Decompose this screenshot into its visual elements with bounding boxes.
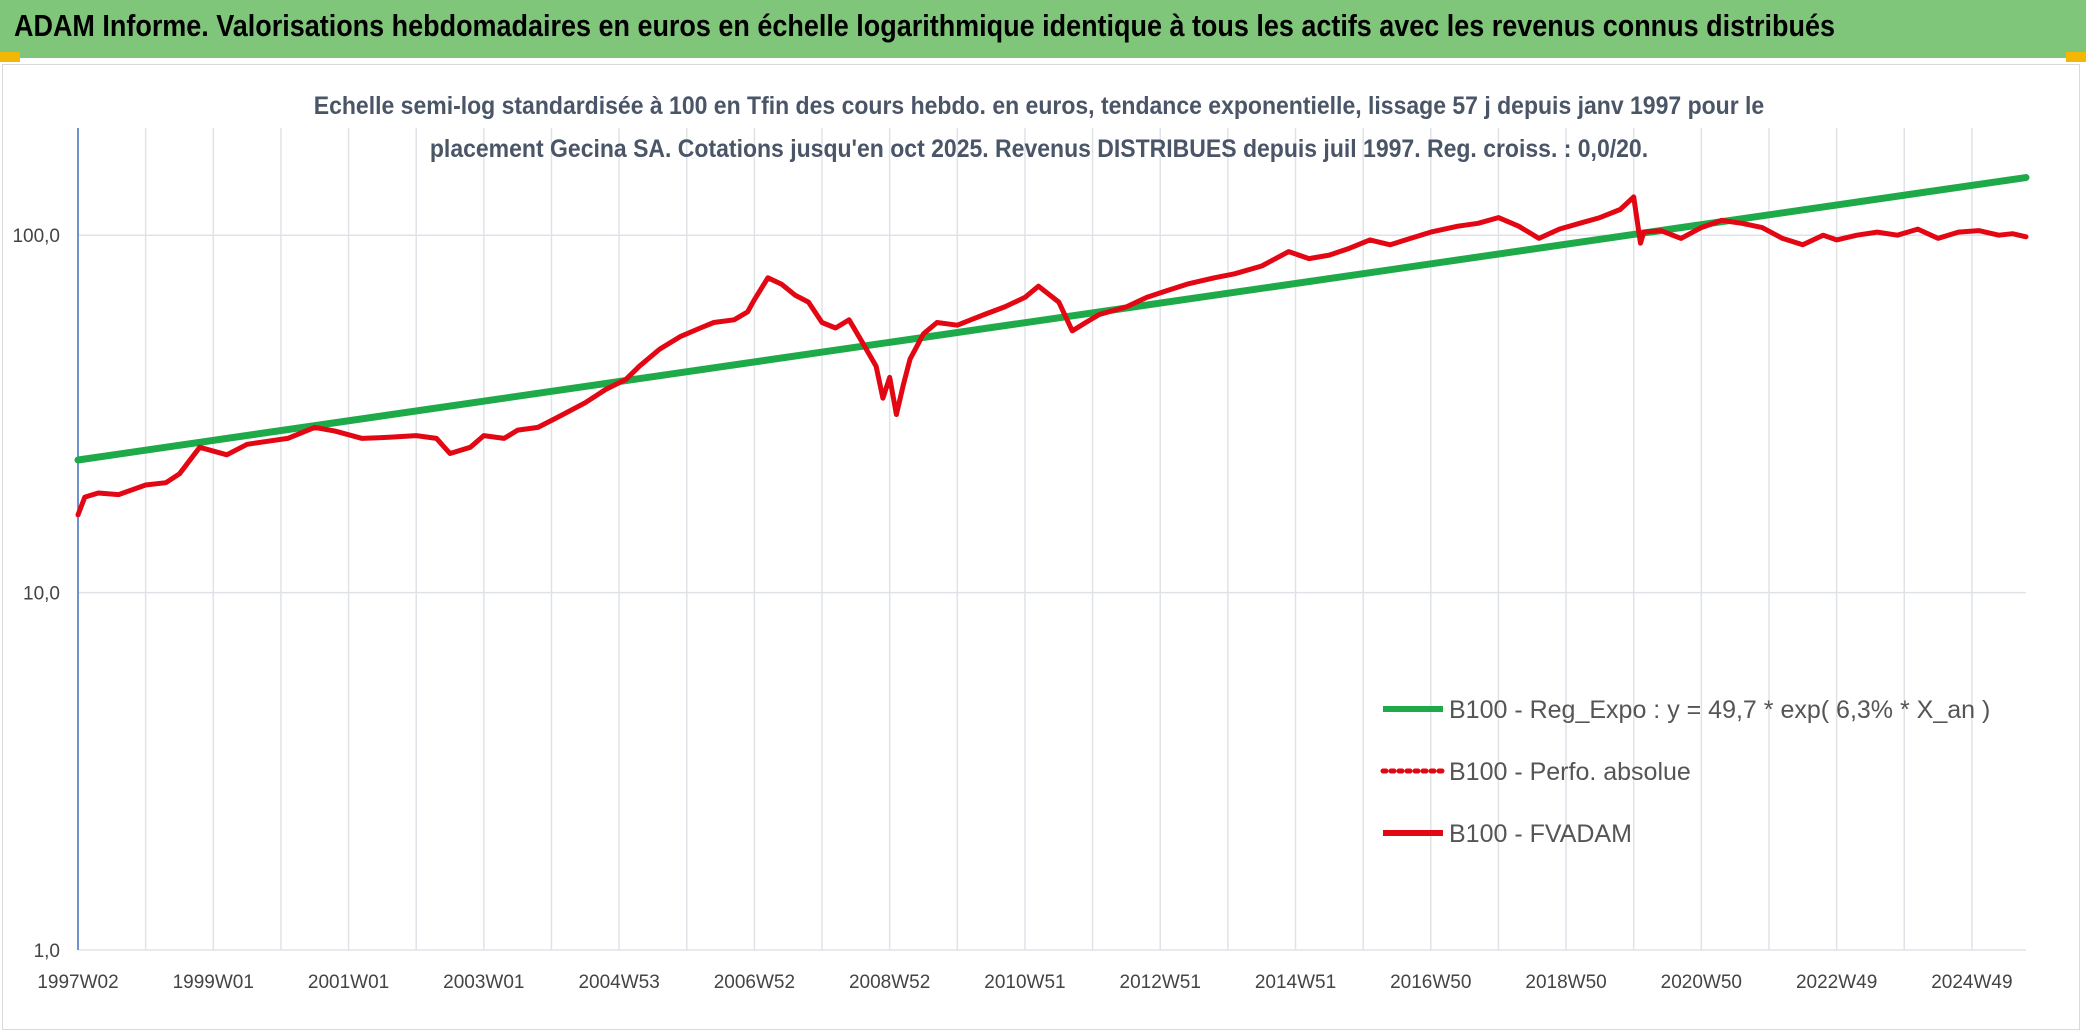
x-tick-label-12: 2020W50: [1661, 972, 1742, 993]
title-banner: ADAM Informe. Valorisations hebdomadaire…: [0, 0, 2086, 58]
x-tick-label-5: 2006W52: [714, 972, 795, 993]
x-tick-label-6: 2008W52: [849, 972, 930, 993]
legend-label-regression: B100 - Reg_Expo : y = 49,7 * exp( 6,3% *…: [1449, 696, 1990, 724]
x-tick-label-3: 2003W01: [443, 972, 524, 993]
x-tick-label-2: 2001W01: [308, 972, 389, 993]
x-axis-ticks: 1997W02 1999W01 2001W01 2003W01 2004W53 2006W…: [37, 972, 2012, 993]
x-tick-label-1: 1999W01: [173, 972, 254, 993]
x-tick-label-8: 2012W51: [1120, 972, 1201, 993]
x-tick-label-11: 2018W50: [1525, 972, 1606, 993]
y-axis-ticks: 1,0 10,0 100,0: [12, 226, 60, 962]
report-title: ADAM Informe. Valorisations hebdomadaire…: [14, 8, 1835, 43]
x-tick-label-10: 2016W50: [1390, 972, 1471, 993]
x-tick-label-13: 2022W49: [1796, 972, 1877, 993]
x-tick-label-0: 1997W02: [37, 972, 118, 993]
legend: B100 - Reg_Expo : y = 49,7 * exp( 6,3% *…: [1380, 696, 1990, 848]
y-tick-label-0: 1,0: [34, 941, 60, 962]
corner-accent-right: [2066, 52, 2086, 62]
x-tick-label-7: 2010W51: [984, 972, 1065, 993]
legend-label-fvadam: B100 - FVADAM: [1449, 820, 1632, 848]
chart-subtitle-line-2: placement Gecina SA. Cotations jusqu'en …: [430, 135, 1648, 163]
chart-frame: [2, 64, 2080, 1030]
x-tick-label-4: 2004W53: [578, 972, 659, 993]
series-line-regression: [74, 174, 2030, 464]
x-tick-label-9: 2014W51: [1255, 972, 1336, 993]
corner-accent-left: [0, 52, 20, 62]
y-tick-label-2: 100,0: [12, 226, 60, 247]
chart-subtitle-line-1: Echelle semi-log standardisée à 100 en T…: [314, 92, 1764, 120]
series-line-fvadam: [75, 194, 2029, 518]
y-tick-label-1: 10,0: [23, 584, 60, 605]
legend-label-perfo: B100 - Perfo. absolue: [1449, 758, 1691, 786]
x-tick-label-14: 2024W49: [1931, 972, 2012, 993]
series-layer: [74, 174, 2030, 518]
grid: [77, 128, 2026, 951]
